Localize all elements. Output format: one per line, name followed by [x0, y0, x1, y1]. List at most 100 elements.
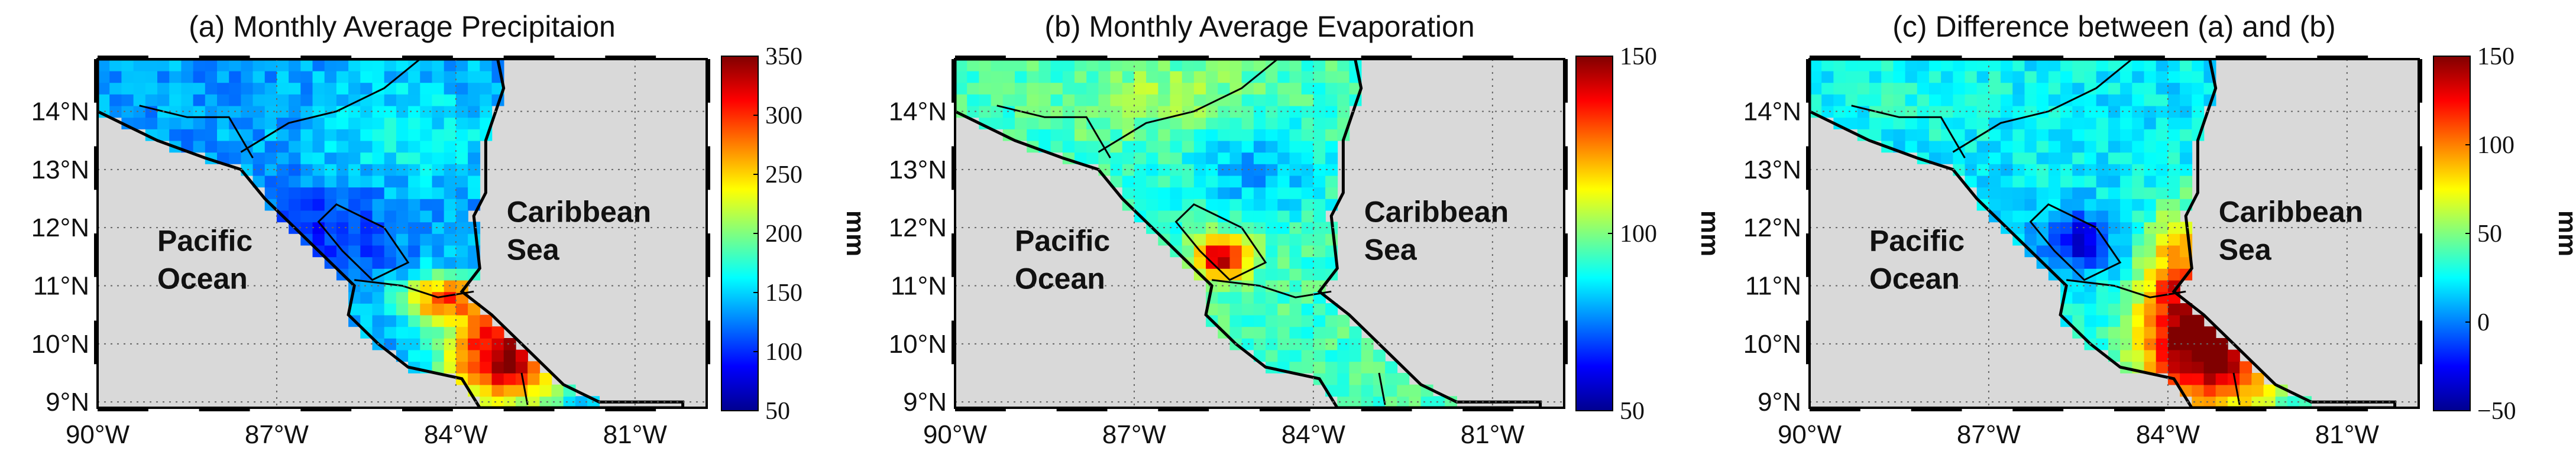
grid-cell: [253, 175, 266, 188]
grid-cell: [2072, 187, 2085, 199]
grid-cell: [2084, 129, 2097, 141]
grid-cell: [2024, 117, 2037, 129]
grid-cell: [2001, 140, 2014, 153]
grid-cell: [1361, 349, 1374, 362]
grid-cell: [253, 152, 266, 164]
grid-cell: [253, 94, 266, 106]
grid-cell: [967, 59, 980, 72]
grid-cell: [444, 361, 457, 373]
grid-cell: [420, 233, 433, 246]
grid-cell: [432, 233, 445, 246]
grid-cell: [372, 268, 385, 281]
grid-cell: [2251, 396, 2264, 408]
grid-cell: [1218, 199, 1231, 211]
coastline: [955, 59, 1542, 408]
grid-cell: [2167, 210, 2180, 223]
grid-cell: [991, 59, 1004, 72]
grid-cell: [2072, 105, 2085, 118]
grid-cell: [1229, 94, 1242, 106]
grid-cell: [1313, 175, 1326, 188]
grid-cell: [2132, 82, 2145, 95]
grid-cell: [455, 94, 468, 106]
grid-cell: [336, 187, 349, 199]
grid-cell: [2048, 210, 2061, 223]
lat-tick-label: 10°N: [889, 330, 947, 359]
grid-cell: [2180, 303, 2193, 316]
lon-tick-label: 84°W: [2136, 420, 2200, 449]
grid-cell: [336, 94, 349, 106]
grid-cell: [1158, 70, 1171, 83]
label-pacific: Pacific: [1015, 225, 1110, 258]
grid-cell: [480, 396, 493, 408]
grid-cell: [2144, 59, 2157, 72]
frame-segment: [605, 56, 656, 59]
grid-cell: [1146, 152, 1159, 164]
grid-cell: [1122, 94, 1135, 106]
grid-cell: [1325, 59, 1338, 72]
frame-segment: [2215, 408, 2267, 411]
grid-cell: [1325, 303, 1338, 316]
grid-cell: [408, 245, 421, 258]
grid-cell: [312, 187, 325, 199]
grid-cell: [1062, 105, 1075, 118]
grid-cell: [384, 245, 397, 258]
grid-cell: [109, 59, 122, 72]
grid-cell: [264, 187, 277, 199]
grid-cell: [2167, 256, 2180, 269]
grid-cell: [420, 222, 433, 234]
grid-cell: [300, 94, 313, 106]
grid-cell: [372, 59, 385, 72]
grid-cell: [2096, 175, 2109, 188]
grid-cell: [491, 396, 504, 408]
grid-cell: [396, 222, 409, 234]
grid-cell: [289, 82, 302, 95]
grid-cell: [1146, 175, 1159, 188]
grid-cell: [408, 338, 421, 350]
grid-cell: [1941, 117, 1954, 129]
grid-cell: [384, 152, 397, 164]
grid-cell: [2024, 70, 2037, 83]
grid-cell: [229, 70, 242, 83]
grid-cell: [1229, 140, 1242, 153]
grid-cell: [1241, 129, 1254, 141]
lon-tick-label: 90°W: [66, 420, 130, 449]
grid-cell: [348, 268, 361, 281]
grid-cell: [2156, 82, 2169, 95]
grid-cell: [1134, 70, 1147, 83]
grid-cell: [289, 152, 302, 164]
grid-cell: [348, 210, 361, 223]
grid-cell: [2215, 396, 2228, 408]
grid-cell: [1289, 117, 1302, 129]
grid-cell: [205, 140, 218, 153]
grid-cell: [1289, 175, 1302, 188]
grid-cell: [991, 117, 1004, 129]
lat-tick-label: 9°N: [1758, 388, 1801, 417]
grid-cell: [1277, 210, 1290, 223]
grid-cell: [2048, 129, 2061, 141]
grid-cell: [1313, 233, 1326, 246]
grid-cell: [2132, 117, 2145, 129]
grid-cell: [1301, 129, 1314, 141]
grid-cell: [193, 94, 206, 106]
grid-cell: [1241, 140, 1254, 153]
grid-cell: [455, 314, 468, 327]
grid-cell: [1050, 70, 1063, 83]
grid-cell: [2108, 152, 2121, 164]
grid-cell: [1976, 59, 1989, 72]
frame-segment: [1462, 56, 1514, 59]
grid-cell: [2132, 129, 2145, 141]
grid-cell: [1075, 94, 1087, 106]
grid-cell: [420, 129, 433, 141]
frame-segment: [1260, 56, 1310, 59]
grid-cell: [1146, 70, 1159, 83]
grid-cell: [360, 94, 373, 106]
grid-cell: [396, 303, 409, 316]
grid-cell: [1337, 373, 1350, 385]
grid-cell: [420, 256, 433, 269]
grid-cell: [1170, 187, 1183, 199]
grid-cell: [1337, 105, 1350, 118]
grid-cell: [1325, 314, 1338, 327]
grid-cell: [372, 245, 385, 258]
grid-cell: [396, 338, 409, 350]
lat-tick-label: 13°N: [1743, 155, 1801, 184]
